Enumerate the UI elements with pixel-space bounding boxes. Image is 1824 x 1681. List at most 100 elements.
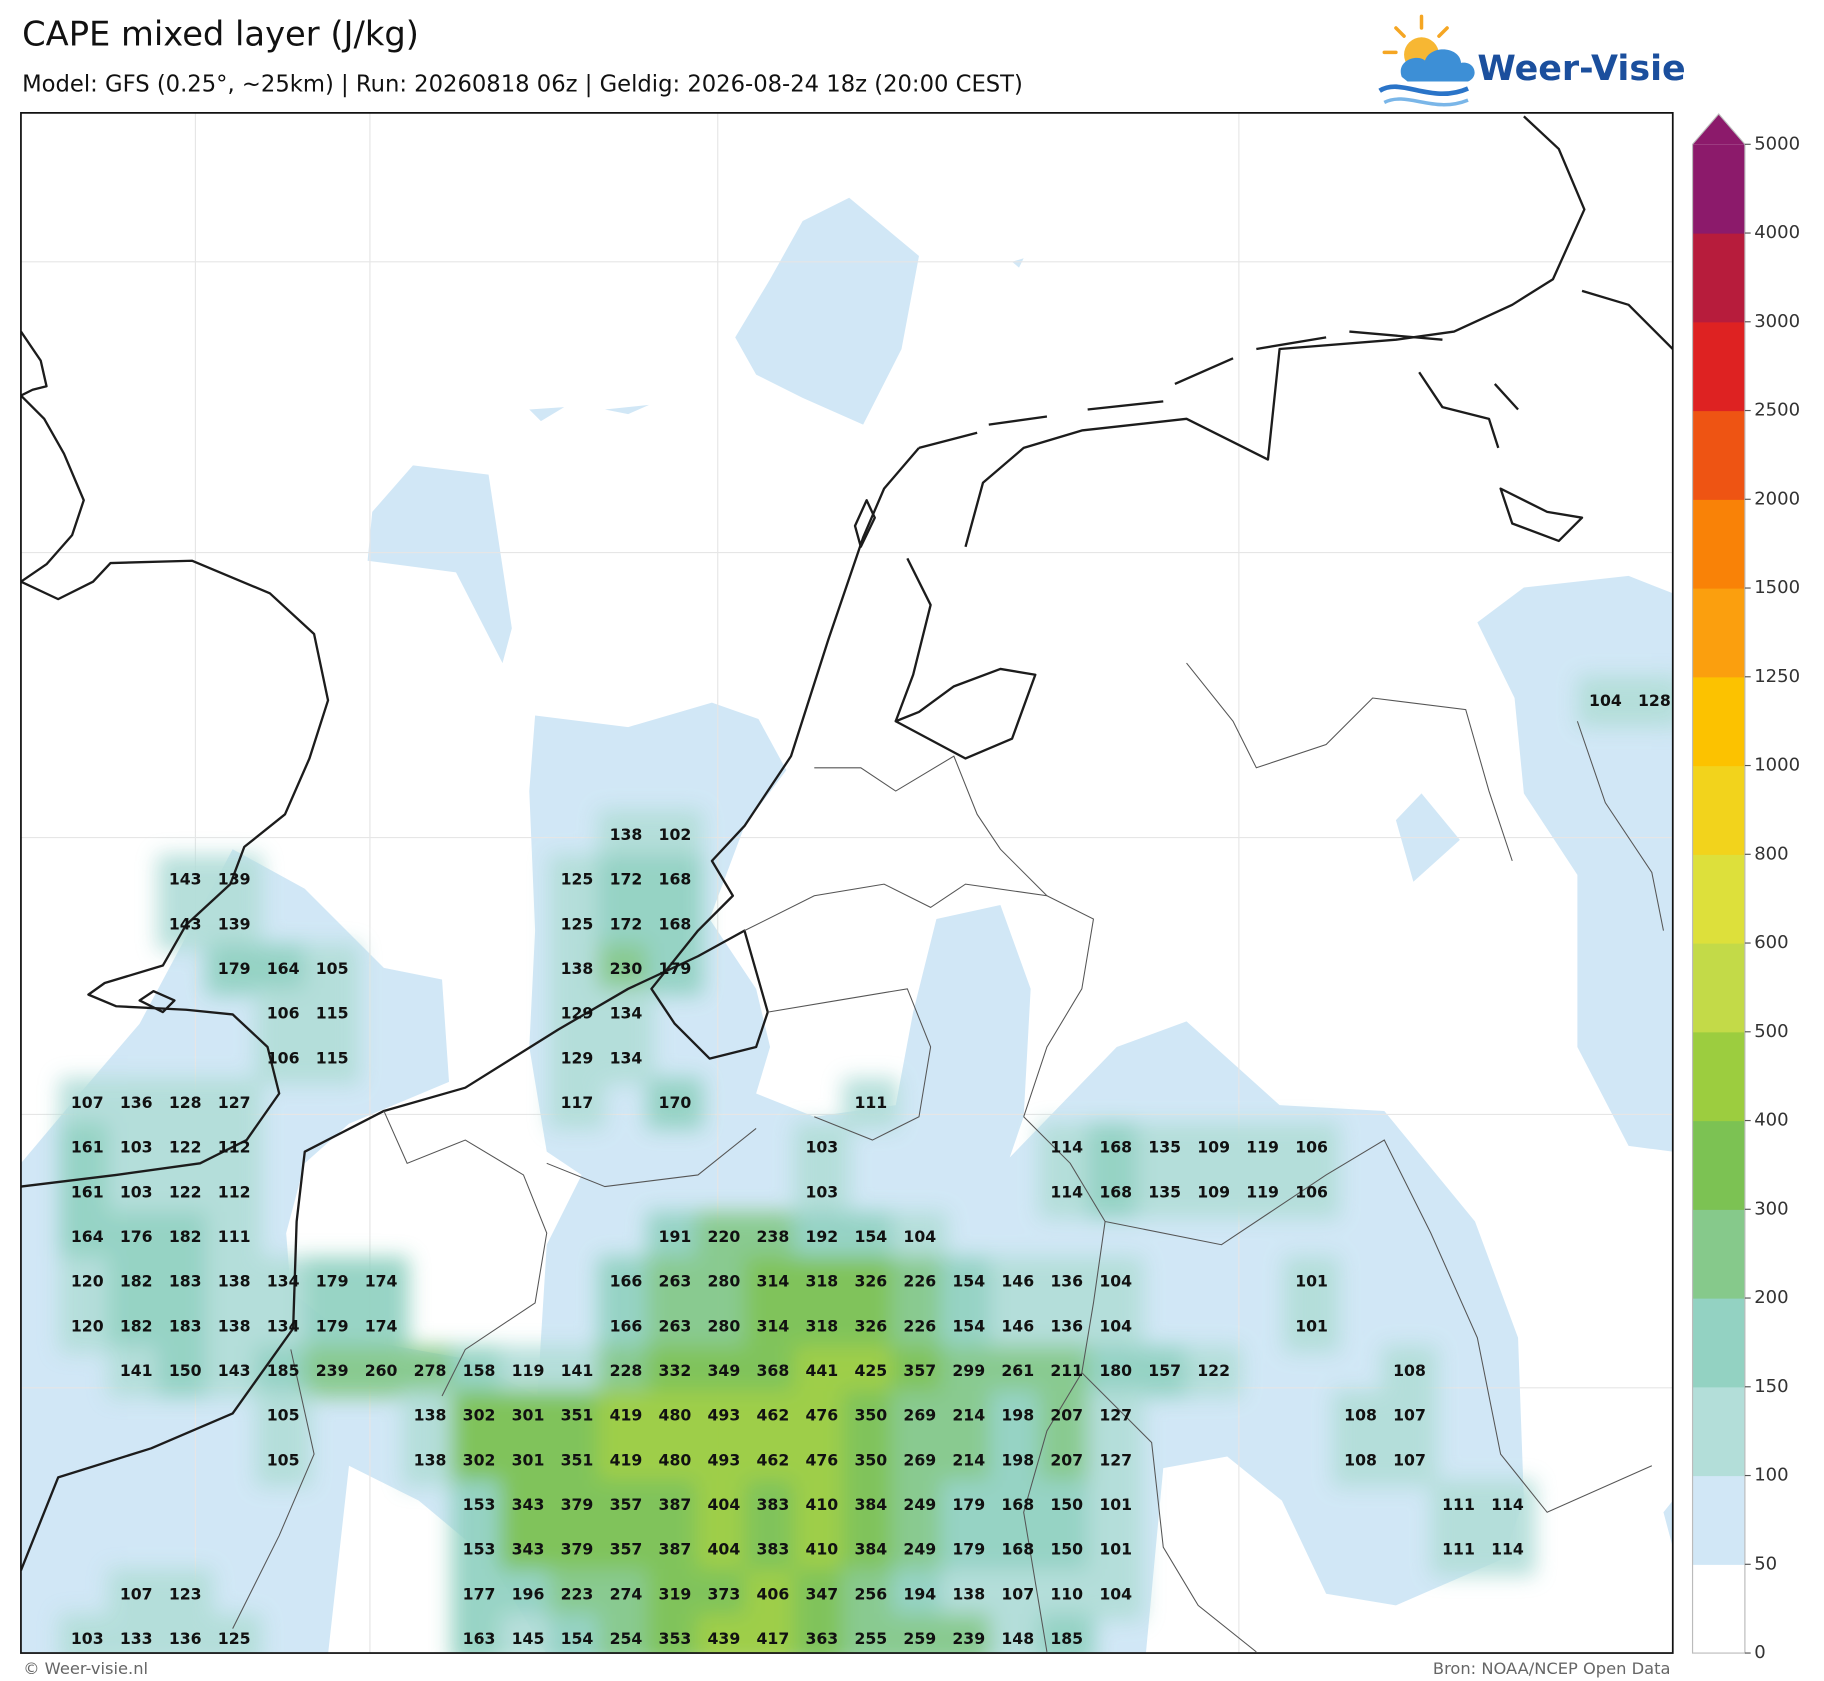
colorbar-segment (1692, 410, 1745, 500)
cape-cell (1234, 1167, 1291, 1219)
cape-cell (1136, 1122, 1193, 1174)
cape-cell (1381, 1345, 1438, 1398)
cape-value: 161 (71, 1138, 104, 1157)
cape-cell (1234, 1122, 1291, 1174)
cape-cell (206, 1077, 263, 1130)
colorbar-label: 5000 (1754, 133, 1800, 154)
cape-value: 326 (854, 1316, 887, 1335)
cape-value: 119 (1246, 1182, 1279, 1201)
cape-cell (940, 1301, 997, 1353)
cape-cell (206, 1167, 263, 1219)
cape-value: 150 (169, 1361, 202, 1380)
cape-cell (157, 1167, 214, 1219)
cape-cell (451, 1345, 507, 1398)
cape-value: 326 (854, 1272, 887, 1291)
cape-value: 158 (463, 1361, 496, 1380)
cape-value: 379 (561, 1495, 594, 1514)
cape-value: 119 (1246, 1138, 1279, 1157)
cape-cell (744, 1613, 801, 1654)
cape-cell (59, 1122, 116, 1174)
colorbar: 0 50 100 150 200 300 400 500 600 800 1000 1250 1500 2… (1691, 113, 1800, 1663)
cape-value: 111 (1442, 1540, 1475, 1559)
cape-value: 383 (756, 1495, 789, 1514)
cape-value: 179 (218, 959, 251, 978)
colorbar-segment (1692, 1475, 1745, 1565)
cape-cell (940, 1569, 997, 1621)
cape-cell (206, 1613, 263, 1654)
cape-cell (157, 1613, 214, 1654)
cape-value: 419 (610, 1450, 643, 1469)
cape-value: 138 (952, 1584, 985, 1603)
cape-cell (1626, 675, 1673, 728)
cape-value: 104 (1589, 691, 1622, 710)
cape-value: 109 (1197, 1182, 1230, 1201)
cape-value: 120 (71, 1272, 104, 1291)
cape-value: 107 (1393, 1450, 1426, 1469)
cape-cell (744, 1479, 801, 1532)
cape-value: 350 (854, 1450, 887, 1469)
cape-cell (549, 854, 605, 906)
cape-value: 269 (903, 1450, 936, 1469)
cape-value: 174 (365, 1272, 398, 1291)
cape-value: 107 (120, 1584, 153, 1603)
cape-cell (989, 1524, 1046, 1576)
cape-value: 214 (952, 1450, 985, 1469)
cape-cell (549, 1077, 605, 1130)
cape-cell (940, 1390, 997, 1442)
cape-cell (793, 1301, 850, 1353)
cape-cell (108, 1211, 165, 1264)
cape-cell (304, 1033, 361, 1085)
cape-value: 108 (1344, 1406, 1377, 1425)
cape-value: 133 (120, 1629, 153, 1648)
cape-cell (842, 1345, 899, 1398)
cape-cell (647, 1569, 703, 1621)
cape-cell (647, 1390, 703, 1442)
cape-value: 384 (854, 1540, 887, 1559)
cape-cell (695, 1301, 752, 1353)
cape-value: 101 (1295, 1272, 1328, 1291)
cape-cell (1038, 1569, 1095, 1621)
cape-value: 138 (414, 1450, 447, 1469)
cape-cell (206, 1345, 263, 1398)
cape-value: 417 (756, 1629, 789, 1648)
cape-value: 351 (561, 1406, 594, 1425)
cape-value: 259 (903, 1629, 936, 1648)
cape-value: 179 (316, 1272, 349, 1291)
cape-cell (500, 1479, 556, 1532)
cape-cell (1283, 1167, 1340, 1219)
cape-value: 136 (169, 1629, 202, 1648)
cape-cell (647, 854, 703, 906)
cape-value: 410 (805, 1540, 838, 1559)
cape-cell (1087, 1390, 1144, 1442)
cape-cell (891, 1345, 948, 1398)
cape-cell (451, 1435, 507, 1487)
cape-cell (1332, 1435, 1389, 1487)
cape-value: 106 (1295, 1138, 1328, 1157)
cape-cell (842, 1613, 899, 1654)
cape-value: 136 (1050, 1272, 1083, 1291)
cape-value: 353 (659, 1629, 692, 1648)
cape-value: 176 (120, 1227, 153, 1246)
cape-value: 363 (805, 1629, 838, 1648)
cape-value: 269 (903, 1406, 936, 1425)
cape-value: 185 (267, 1361, 300, 1380)
cape-cell (1038, 1613, 1095, 1654)
cape-cell (451, 1390, 507, 1442)
cape-value: 150 (1050, 1495, 1083, 1514)
cape-cell (647, 1256, 703, 1308)
cape-cell (304, 1345, 361, 1398)
cape-value: 179 (952, 1540, 985, 1559)
cape-cell (500, 1345, 556, 1398)
cape-cell (255, 1435, 312, 1487)
cape-cell (891, 1569, 948, 1621)
cape-value: 174 (365, 1316, 398, 1335)
cape-value: 134 (610, 1004, 643, 1023)
cape-value: 387 (659, 1540, 692, 1559)
cape-value: 249 (903, 1495, 936, 1514)
cape-value: 168 (1001, 1540, 1034, 1559)
cape-value: 129 (561, 1004, 594, 1023)
cape-value: 462 (756, 1406, 789, 1425)
cape-value: 198 (1001, 1450, 1034, 1469)
cape-cell (1038, 1122, 1095, 1174)
cape-fill (59, 675, 1673, 1654)
